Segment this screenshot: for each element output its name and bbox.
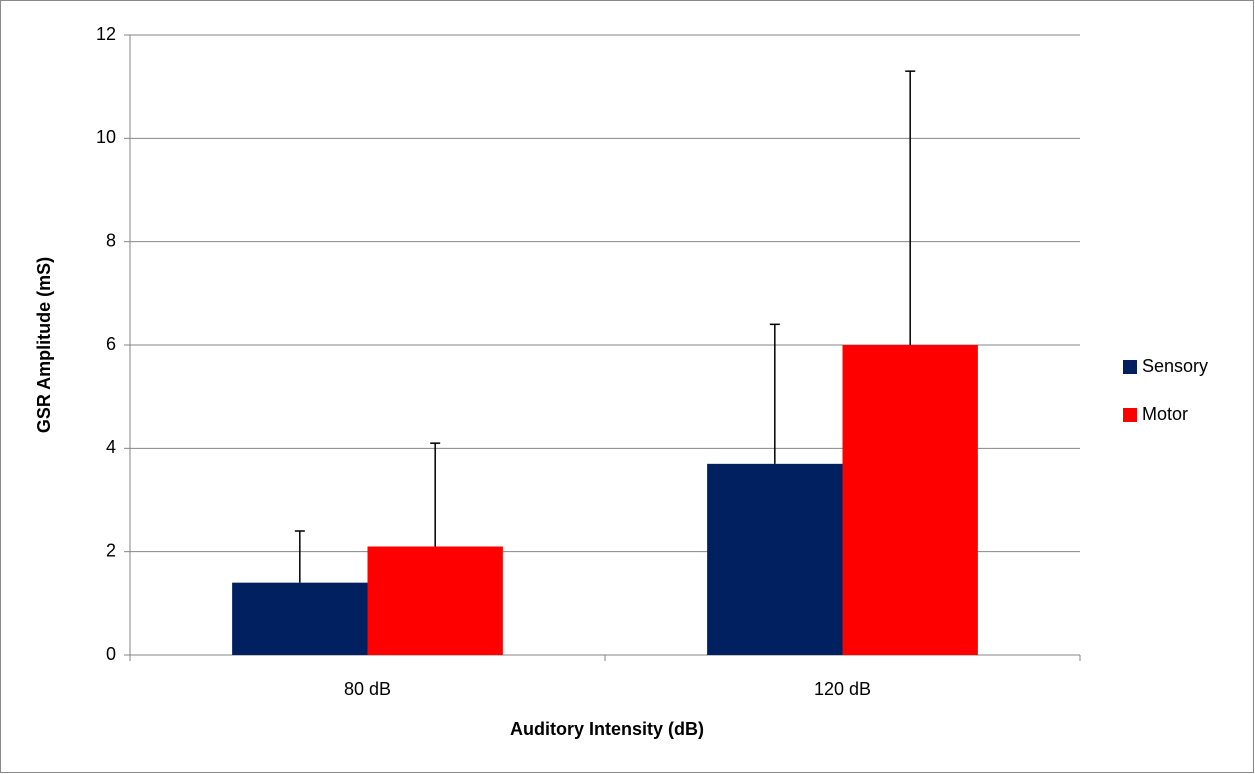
x-axis-title: Auditory Intensity (dB): [510, 719, 704, 739]
y-tick-label: 10: [96, 127, 116, 147]
y-tick-label: 4: [106, 437, 116, 457]
bar: [707, 463, 843, 655]
bar: [367, 546, 503, 655]
y-tick-label: 8: [106, 230, 116, 250]
x-tick-label: 120 dB: [814, 679, 871, 699]
y-tick-label: 12: [96, 24, 116, 44]
legend-swatch: [1123, 408, 1137, 422]
bar: [232, 582, 368, 655]
y-tick-label: 0: [106, 644, 116, 664]
legend-label: Sensory: [1142, 356, 1208, 376]
y-tick-label: 6: [106, 334, 116, 354]
y-tick-label: 2: [106, 540, 116, 560]
y-axis-title: GSR Amplitude (mS): [34, 257, 54, 433]
legend-swatch: [1123, 360, 1137, 374]
x-tick-label: 80 dB: [344, 679, 391, 699]
bar: [842, 345, 978, 655]
legend-label: Motor: [1142, 404, 1188, 424]
